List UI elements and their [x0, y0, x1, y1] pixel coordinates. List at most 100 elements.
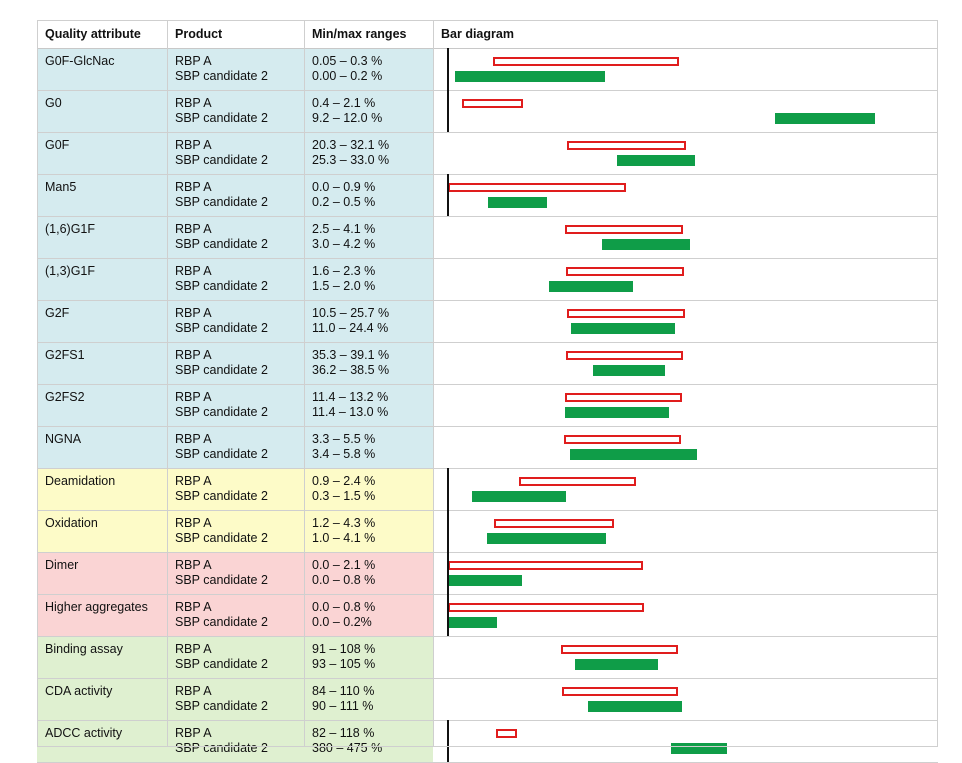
- candidate-range-bar: [549, 281, 634, 292]
- reference-range-bar: [494, 519, 614, 528]
- range-cell: 1.2 – 4.3 % 1.0 – 4.1 %: [304, 511, 433, 552]
- product-reference-label: RBP A: [175, 96, 212, 110]
- product-reference-label: RBP A: [175, 54, 212, 68]
- reference-range-bar: [567, 309, 686, 318]
- product-cell: RBP A SBP candidate 2: [167, 91, 304, 132]
- bar-diagram-cell: [433, 679, 938, 720]
- table-row: Man5 RBP A SBP candidate 2 0.0 – 0.9 % 0.2 –…: [37, 174, 938, 217]
- row-divider: [37, 510, 938, 511]
- product-candidate-label: SBP candidate 2: [175, 615, 268, 629]
- zero-axis-line: [447, 720, 449, 763]
- reference-range-bar: [565, 393, 682, 402]
- product-candidate-label: SBP candidate 2: [175, 153, 268, 167]
- quality-attribute-label: Binding assay: [45, 642, 123, 656]
- table-row: Deamidation RBP A SBP candidate 2 0.9 – 2.4…: [37, 468, 938, 511]
- range-reference-value: 11.4 – 13.2 %: [312, 390, 389, 404]
- product-reference-label: RBP A: [175, 516, 212, 530]
- range-reference-value: 0.0 – 0.9 %: [312, 180, 376, 194]
- table-row: ADCC activity RBP A SBP candidate 2 82 – 11…: [37, 720, 938, 763]
- product-reference-label: RBP A: [175, 390, 212, 404]
- range-cell: 82 – 118 % 380 – 475 %: [304, 721, 433, 762]
- candidate-range-bar: [565, 407, 669, 418]
- quality-attribute-label: G0F-GlcNac: [45, 54, 115, 68]
- product-cell: RBP A SBP candidate 2: [167, 175, 304, 216]
- zero-axis-line: [447, 174, 449, 217]
- product-reference-label: RBP A: [175, 180, 212, 194]
- product-reference-label: RBP A: [175, 264, 212, 278]
- bar-diagram-cell: [433, 174, 938, 217]
- reference-range-bar: [565, 351, 684, 360]
- product-candidate-label: SBP candidate 2: [175, 489, 268, 503]
- candidate-range-bar: [593, 365, 665, 376]
- product-candidate-label: SBP candidate 2: [175, 69, 268, 83]
- product-cell: RBP A SBP candidate 2: [167, 469, 304, 510]
- quality-attribute-label: G0: [45, 96, 62, 110]
- product-candidate-label: SBP candidate 2: [175, 363, 268, 377]
- product-cell: RBP A SBP candidate 2: [167, 511, 304, 552]
- quality-attribute-cell: Higher aggregates: [37, 595, 167, 636]
- table-row: Oxidation RBP A SBP candidate 2 1.2 – 4.3 %…: [37, 510, 938, 553]
- range-cell: 91 – 108 % 93 – 105 %: [304, 637, 433, 678]
- reference-range-bar: [567, 141, 686, 150]
- table-row: (1,3)G1F RBP A SBP candidate 2 1.6 – 2.3 % 1…: [37, 259, 938, 301]
- product-reference-label: RBP A: [175, 432, 212, 446]
- range-candidate-value: 0.3 – 1.5 %: [312, 489, 376, 503]
- candidate-range-bar: [569, 449, 697, 460]
- product-candidate-label: SBP candidate 2: [175, 195, 268, 209]
- quality-attribute-cell: Deamidation: [37, 469, 167, 510]
- range-candidate-value: 9.2 – 12.0 %: [312, 111, 383, 125]
- product-reference-label: RBP A: [175, 684, 212, 698]
- product-cell: RBP A SBP candidate 2: [167, 721, 304, 762]
- quality-attribute-label: Dimer: [45, 558, 79, 572]
- zero-axis-line: [447, 594, 449, 637]
- quality-attribute-cell: G0F-GlcNac: [37, 49, 167, 90]
- product-reference-label: RBP A: [175, 138, 212, 152]
- column-divider: [433, 20, 434, 747]
- product-candidate-label: SBP candidate 2: [175, 699, 268, 713]
- row-divider: [37, 258, 938, 259]
- product-candidate-label: SBP candidate 2: [175, 573, 268, 587]
- range-candidate-value: 0.2 – 0.5 %: [312, 195, 376, 209]
- header-product: Product: [175, 27, 223, 41]
- candidate-range-bar: [588, 701, 683, 712]
- range-candidate-value: 11.0 – 24.4 %: [312, 321, 389, 335]
- row-divider: [37, 594, 938, 595]
- column-divider: [304, 20, 305, 747]
- product-candidate-label: SBP candidate 2: [175, 321, 268, 335]
- range-candidate-value: 0.00 – 0.2 %: [312, 69, 383, 83]
- range-cell: 11.4 – 13.2 % 11.4 – 13.0 %: [304, 385, 433, 426]
- table-row: (1,6)G1F RBP A SBP candidate 2 2.5 – 4.1 % 3…: [37, 217, 938, 259]
- product-cell: RBP A SBP candidate 2: [167, 637, 304, 678]
- quality-attribute-cell: G2F: [37, 301, 167, 342]
- quality-attribute-label: G0F: [45, 138, 70, 152]
- zero-axis-line: [447, 468, 449, 511]
- table-row: NGNA RBP A SBP candidate 2 3.3 – 5.5 % 3.4 –…: [37, 427, 938, 469]
- row-divider: [37, 678, 938, 679]
- product-reference-label: RBP A: [175, 600, 212, 614]
- reference-range-bar: [561, 645, 679, 654]
- quality-attribute-cell: G0F: [37, 133, 167, 174]
- product-cell: RBP A SBP candidate 2: [167, 217, 304, 258]
- table-border: [37, 20, 938, 747]
- quality-attribute-label: NGNA: [45, 432, 82, 446]
- product-candidate-label: SBP candidate 2: [175, 111, 268, 125]
- bar-diagram-cell: [433, 468, 938, 511]
- range-candidate-value: 0.0 – 0.8 %: [312, 573, 376, 587]
- product-cell: RBP A SBP candidate 2: [167, 259, 304, 300]
- quality-attribute-cell: Man5: [37, 175, 167, 216]
- zero-axis-line: [447, 510, 449, 553]
- table-row: G2FS1 RBP A SBP candidate 2 35.3 – 39.1 % 36…: [37, 343, 938, 385]
- product-reference-label: RBP A: [175, 558, 212, 572]
- product-reference-label: RBP A: [175, 306, 212, 320]
- product-candidate-label: SBP candidate 2: [175, 657, 268, 671]
- bar-diagram-cell: [433, 343, 938, 384]
- product-reference-label: RBP A: [175, 642, 212, 656]
- range-reference-value: 0.05 – 0.3 %: [312, 54, 383, 68]
- row-divider: [37, 342, 938, 343]
- quality-attribute-label: (1,6)G1F: [45, 222, 96, 236]
- reference-range-bar: [565, 225, 683, 234]
- product-reference-label: RBP A: [175, 222, 212, 236]
- product-cell: RBP A SBP candidate 2: [167, 343, 304, 384]
- reference-range-bar: [496, 729, 518, 738]
- product-cell: RBP A SBP candidate 2: [167, 553, 304, 594]
